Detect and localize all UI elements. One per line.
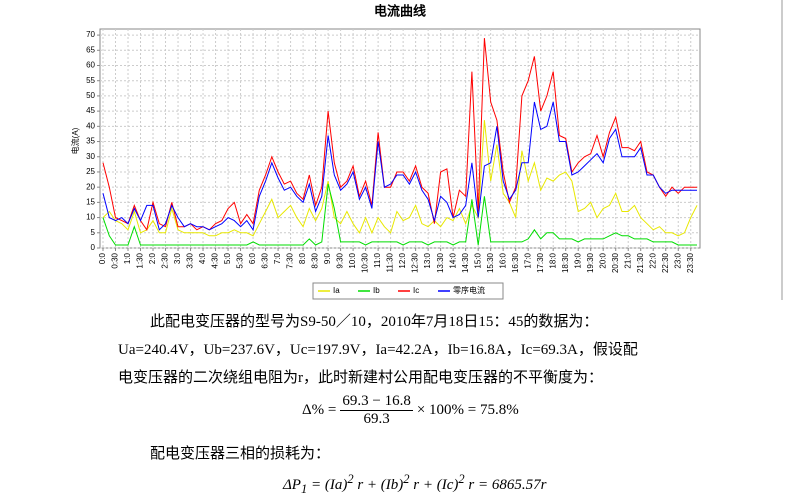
x-tick-label: 22:0 bbox=[648, 252, 657, 268]
y-tick-label: 10 bbox=[86, 213, 95, 222]
f: r + (Ic) bbox=[409, 477, 459, 493]
x-tick-label: 13:30 bbox=[436, 252, 445, 273]
x-tick-label: 15:0 bbox=[473, 252, 482, 268]
x-tick-label: 17:30 bbox=[536, 252, 545, 273]
x-tick-label: 0:30 bbox=[111, 252, 120, 268]
x-tick-label: 21:30 bbox=[636, 252, 645, 273]
series-line bbox=[102, 38, 697, 232]
paragraph: 配电变压器三相的损耗为： bbox=[150, 446, 331, 462]
fraction: 69.3 − 16.8 69.3 bbox=[340, 393, 413, 428]
y-tick-label: 25 bbox=[86, 167, 95, 176]
y-tick-label: 35 bbox=[86, 137, 95, 146]
x-tick-label: 19:0 bbox=[573, 252, 582, 268]
y-axis-label: 电流(A) bbox=[70, 127, 80, 154]
series-line bbox=[102, 183, 697, 246]
x-tick-label: 23:0 bbox=[673, 252, 682, 268]
chart-title: 电流曲线 bbox=[374, 3, 426, 18]
x-tick-label: 9:30 bbox=[336, 252, 345, 268]
f: r + (Ib) bbox=[353, 477, 404, 493]
x-tick-label: 2:0 bbox=[148, 252, 157, 264]
f: = (Ia) bbox=[307, 477, 348, 493]
y-tick-label: 50 bbox=[86, 91, 95, 100]
x-tick-label: 1:0 bbox=[123, 252, 132, 264]
x-tick-label: 12:30 bbox=[411, 252, 420, 273]
formula-lhs: Δ% = bbox=[302, 401, 337, 418]
x-tick-label: 18:30 bbox=[561, 252, 570, 273]
x-tick-label: 23:30 bbox=[686, 252, 695, 273]
x-tick-label: 22:30 bbox=[661, 252, 670, 273]
y-tick-label: 40 bbox=[86, 121, 95, 130]
series-line bbox=[102, 120, 698, 237]
x-tick-label: 3:0 bbox=[173, 252, 182, 264]
x-tick-label: 20:0 bbox=[598, 252, 607, 268]
x-tick-label: 7:0 bbox=[273, 252, 282, 264]
chart: 电流曲线 电流(A) 0 5 10 15 20 25 30 35 40 45 50 55 60 65 70 0… bbox=[70, 0, 783, 300]
f: 2 bbox=[347, 472, 354, 486]
x-tick-label: 14:30 bbox=[461, 252, 470, 273]
x-tick-label: 11:30 bbox=[386, 252, 395, 272]
y-tick-label: 55 bbox=[86, 76, 95, 85]
x-tick-label: 7:30 bbox=[286, 252, 295, 268]
y-tick-label: 15 bbox=[86, 197, 95, 206]
x-tick-label: 18:0 bbox=[548, 252, 557, 268]
x-tick-label: 8:0 bbox=[298, 252, 307, 264]
formula: Δ% = 69.3 − 16.8 69.3 × 100% = 75.8% bbox=[302, 393, 519, 428]
f: 2 bbox=[458, 472, 465, 486]
y-tick-label: 5 bbox=[91, 228, 96, 237]
y-tick-label: 0 bbox=[91, 243, 96, 252]
x-tick-label: 10:30 bbox=[361, 252, 370, 273]
f: 1 bbox=[300, 482, 308, 496]
legend-label: Ib bbox=[373, 286, 380, 295]
x-tick-label: 20:30 bbox=[611, 252, 620, 273]
paragraph: 电变压器的二次绕组电阻为r，此时新建村公用配电变压器的不平衡度为： bbox=[118, 370, 603, 386]
y-tick-label: 30 bbox=[86, 152, 95, 161]
x-tick-label: 19:30 bbox=[586, 252, 595, 273]
legend-label: Ia bbox=[333, 286, 340, 295]
y-tick-label: 60 bbox=[86, 61, 95, 70]
x-tick-label: 4:0 bbox=[198, 252, 207, 264]
x-tick-label: 12:0 bbox=[398, 252, 407, 268]
x-tick-label: 3:30 bbox=[186, 252, 195, 268]
x-tick-label: 17:0 bbox=[523, 252, 532, 268]
y-tick-label: 45 bbox=[86, 106, 95, 115]
denominator: 69.3 bbox=[363, 411, 390, 427]
x-tick-label: 6:30 bbox=[261, 252, 270, 268]
y-tick-label: 20 bbox=[86, 182, 95, 191]
x-tick-label: 6:0 bbox=[248, 252, 257, 264]
numerator: 69.3 − 16.8 bbox=[340, 393, 413, 411]
f: ΔP bbox=[283, 477, 301, 493]
x-tick-label: 2:30 bbox=[161, 252, 170, 268]
f: r = 6865.57r bbox=[464, 477, 547, 493]
series-line bbox=[102, 101, 697, 232]
x-tick-label: 8:30 bbox=[311, 252, 320, 268]
paragraph: 此配电变压器的型号为S9-50／10，2010年7月18日15：45的数据为： bbox=[150, 314, 599, 330]
x-tick-label: 9:0 bbox=[323, 252, 332, 264]
y-tick-label: 70 bbox=[86, 30, 95, 39]
x-tick-label: 16:30 bbox=[511, 252, 520, 273]
x-tick-label: 1:30 bbox=[136, 252, 145, 268]
x-tick-label: 0:0 bbox=[98, 252, 107, 264]
x-tick-label: 11:0 bbox=[373, 252, 382, 268]
legend-label: Ic bbox=[413, 286, 419, 295]
x-tick-label: 4:30 bbox=[211, 252, 220, 268]
x-tick-label: 16:0 bbox=[498, 252, 507, 268]
formula-rhs: × 100% = 75.8% bbox=[416, 401, 519, 418]
formula: ΔP1 = (Ia)2 r + (Ib)2 r + (Ic)2 r = 6865… bbox=[283, 472, 546, 497]
x-tick-label: 14:0 bbox=[448, 252, 457, 268]
x-tick-label: 10:0 bbox=[348, 252, 357, 268]
f: 2 bbox=[403, 472, 410, 486]
x-tick-label: 15:30 bbox=[486, 252, 495, 273]
y-tick-label: 65 bbox=[86, 45, 95, 54]
x-tick-label: 13:0 bbox=[423, 252, 432, 268]
x-tick-label: 21:0 bbox=[623, 252, 632, 268]
x-tick-label: 5:30 bbox=[236, 252, 245, 268]
x-tick-label: 5:0 bbox=[223, 252, 232, 264]
paragraph: Ua=240.4V，Ub=237.6V，Uc=197.9V，Ia=42.2A，I… bbox=[118, 342, 638, 358]
legend-label: 零序电流 bbox=[453, 285, 485, 295]
